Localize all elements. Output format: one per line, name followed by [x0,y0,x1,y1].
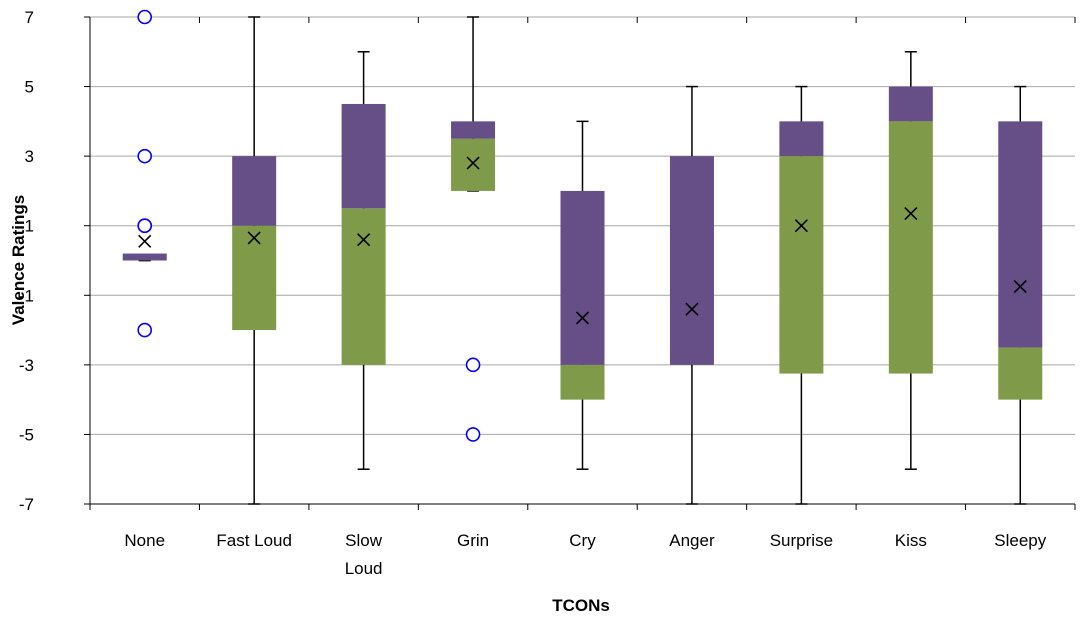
mean-marker-stroke [357,233,371,247]
mean-marker [1013,280,1027,294]
boxes [122,9,1043,505]
outlier-point [137,148,153,164]
box-lower [232,225,277,331]
mean-marker [247,231,261,245]
x-tick-label: Slow [345,531,383,550]
mean-marker [138,234,152,248]
mean-marker [575,311,590,325]
box-upper [669,156,714,365]
outlier-point [137,9,153,25]
labels: -7 -5 -3 -1 1 3 5 7 None Fast Loud Slow Loud Grin Cry… [19,8,1047,578]
x-tick-label: Cry [569,531,596,550]
mean-marker-stroke [466,156,480,170]
x-tick-label: Surprise [770,531,833,550]
box-upper [451,121,496,139]
box-upper [998,121,1043,348]
mean-marker-stroke [138,234,152,248]
y-axis-title: Valence Ratings [9,195,28,325]
box-upper [122,253,167,261]
y-tick-label: -5 [19,425,34,444]
x-tick-label: Loud [345,559,383,578]
box-upper [341,103,386,209]
mean-marker [357,233,371,247]
x-tick-label: Fast Loud [216,531,292,550]
mean-marker-stroke [1013,280,1027,294]
box-lower [560,364,605,400]
outlier-point [465,427,481,442]
y-tick-label: -1 [19,286,34,305]
box-lower [451,138,496,191]
mean-marker-stroke [575,311,590,325]
axes [84,16,1076,510]
outlier-point [137,218,153,234]
x-tick-label: Grin [457,531,489,550]
y-tick-label: 7 [25,8,34,27]
mean-marker [794,219,808,233]
x-tick-label: Kiss [895,531,927,550]
x-tick-label: None [124,531,165,550]
box-lower [998,347,1043,400]
mean-marker-stroke [904,206,918,221]
box-upper [560,190,605,365]
y-tick-label: 3 [25,147,34,166]
box-lower [341,208,386,365]
y-tick-label: -3 [19,356,34,375]
y-tick-label: 5 [25,78,34,97]
mean-marker [466,156,480,170]
box-lower [888,121,933,374]
box-upper [779,121,824,157]
mean-marker-stroke [794,219,808,233]
mean-marker [904,206,918,221]
box-upper [232,156,277,226]
mean-marker-stroke [685,302,699,316]
mean-marker-stroke [247,231,261,245]
x-tick-label: Anger [669,531,715,550]
mean-marker [685,302,699,316]
box-upper [888,86,933,122]
y-tick-label: -7 [19,495,34,514]
box-lower [779,156,824,374]
outlier-point [137,322,153,338]
y-tick-label: 1 [25,217,34,236]
x-axis-title: TCONs [552,596,610,615]
outlier-point [465,357,481,373]
x-tick-label: Sleepy [994,531,1046,550]
